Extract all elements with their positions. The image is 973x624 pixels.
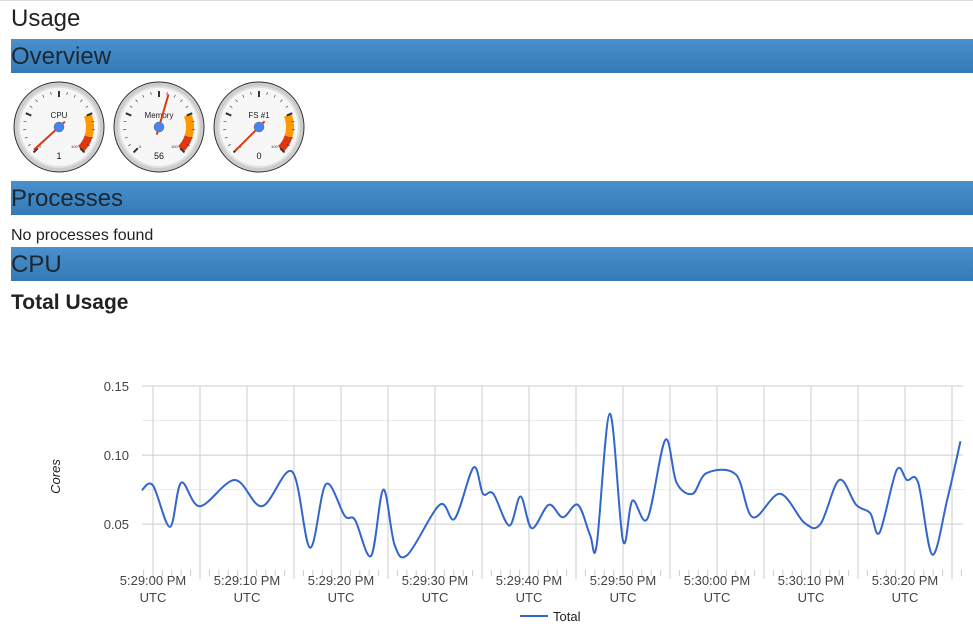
gauge-max-label: 100 bbox=[171, 144, 178, 149]
processes-message: No processes found bbox=[11, 215, 973, 247]
series-line-total bbox=[142, 414, 961, 558]
y-tick-label: 0.10 bbox=[104, 448, 129, 463]
y-tick-label: 0.15 bbox=[104, 379, 129, 394]
x-tick-label-tz: UTC bbox=[328, 590, 355, 605]
gauge-value: 1 bbox=[56, 151, 61, 161]
page-title: Usage bbox=[11, 5, 962, 39]
gauge-max-label: 100 bbox=[71, 144, 78, 149]
x-tick-label: 5:29:00 PM bbox=[120, 573, 187, 588]
y-axis-label: Cores bbox=[48, 459, 63, 494]
y-tick-label: 0.05 bbox=[104, 517, 129, 532]
x-tick-label-tz: UTC bbox=[234, 590, 261, 605]
gauge-fs-1: FS #101000 bbox=[213, 81, 305, 173]
x-tick-label-tz: UTC bbox=[516, 590, 543, 605]
x-tick-label: 5:30:10 PM bbox=[778, 573, 845, 588]
x-tick-label-tz: UTC bbox=[704, 590, 731, 605]
gauge-warning-zone bbox=[288, 115, 290, 136]
gauge-hub bbox=[254, 122, 264, 132]
x-tick-label: 5:29:40 PM bbox=[496, 573, 563, 588]
cpu-usage-chart: 0.15 0.10 0.05 5:29:00 PM UTC 5:29:10 PM UTC 5:… bbox=[0, 325, 973, 623]
x-tick-label: 5:29:50 PM bbox=[590, 573, 657, 588]
gauge-warning-zone bbox=[188, 115, 190, 136]
section-header-cpu: CPU bbox=[11, 247, 973, 281]
x-tick-label-tz: UTC bbox=[798, 590, 825, 605]
section-header-processes: Processes bbox=[11, 181, 973, 215]
gauge-label: FS #1 bbox=[248, 111, 270, 120]
x-tick-label-tz: UTC bbox=[140, 590, 167, 605]
gauge-warning-zone bbox=[88, 115, 90, 136]
x-tick-label: 5:30:00 PM bbox=[684, 573, 751, 588]
x-tick-label: 5:29:10 PM bbox=[214, 573, 281, 588]
gauge-label: Memory bbox=[145, 111, 174, 120]
gauge-max-label: 100 bbox=[271, 144, 278, 149]
gauge-label: CPU bbox=[51, 111, 68, 120]
x-tick-label-tz: UTC bbox=[422, 590, 449, 605]
legend-label: Total bbox=[553, 609, 581, 623]
x-tick-label-tz: UTC bbox=[610, 590, 637, 605]
gauge-hub bbox=[54, 122, 64, 132]
cpu-subtitle: Total Usage bbox=[11, 291, 962, 321]
gauge-value: 0 bbox=[256, 151, 261, 161]
gauge-hub bbox=[154, 122, 164, 132]
x-tick-label: 5:29:30 PM bbox=[402, 573, 469, 588]
section-header-overview: Overview bbox=[11, 39, 973, 73]
x-tick-label: 5:30:20 PM bbox=[872, 573, 939, 588]
x-tick-label-tz: UTC bbox=[892, 590, 919, 605]
x-tick-label: 5:29:20 PM bbox=[308, 573, 375, 588]
gauge-value: 56 bbox=[154, 151, 164, 161]
